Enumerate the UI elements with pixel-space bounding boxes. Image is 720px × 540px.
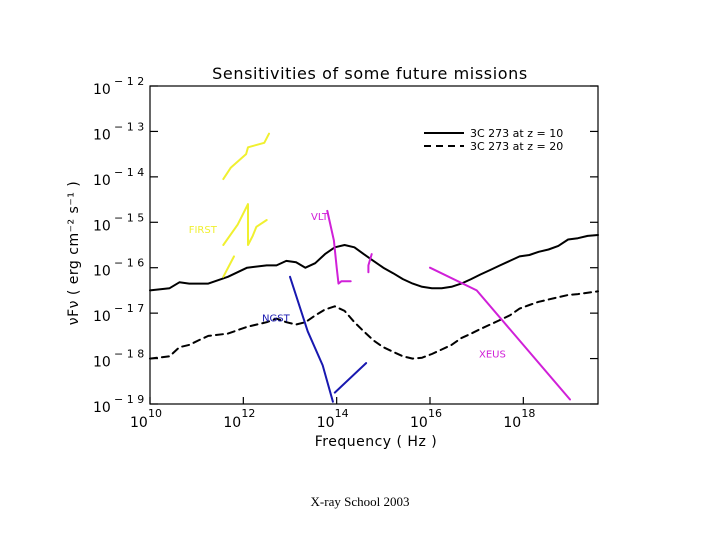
y-tick-label-exponent: − 1 4 <box>114 166 144 179</box>
series-line-vlt <box>326 209 352 285</box>
series-line-first <box>222 255 235 278</box>
x-tick-label: 10 <box>223 415 241 431</box>
y-tick-label: 10 <box>93 400 111 416</box>
y-tick-label: 10 <box>93 173 111 189</box>
y-tick-label-exponent: − 1 9 <box>114 393 144 406</box>
series-line-ngst <box>289 275 334 403</box>
x-tick-label: 10 <box>317 415 335 431</box>
plot-frame <box>149 85 599 405</box>
x-tick-label: 10 <box>410 415 428 431</box>
y-tick-label: 10 <box>93 82 111 98</box>
x-tick-label-exponent: 10 <box>148 407 162 420</box>
y-tick-label: 10 <box>93 127 111 143</box>
x-tick-label-exponent: 14 <box>335 407 349 420</box>
y-tick-label-exponent: − 1 7 <box>114 302 144 315</box>
y-tick-label: 10 <box>93 218 111 234</box>
footer-caption: X-ray School 2003 <box>310 494 410 509</box>
y-axis-label: νFν ( erg cm⁻² s⁻¹ ) <box>66 181 82 326</box>
series-line-first <box>222 203 268 246</box>
y-tick-label-exponent: − 1 2 <box>114 75 144 88</box>
annotation-label: NGST <box>262 313 291 324</box>
legend-label: 3C 273 at z = 10 <box>470 127 563 140</box>
series-line-vlt <box>367 253 373 274</box>
y-tick-label: 10 <box>93 309 111 325</box>
y-tick-label: 10 <box>93 355 111 371</box>
y-tick-label-exponent: − 1 5 <box>114 211 144 224</box>
x-axis-label: Frequency ( Hz ) <box>315 434 437 450</box>
y-tick-label-exponent: − 1 8 <box>114 348 144 361</box>
x-tick-label-exponent: 16 <box>428 407 442 420</box>
series-line-3c-273-at-z-20 <box>149 290 599 360</box>
annotation-label: FIRST <box>189 225 218 236</box>
x-tick-label-exponent: 18 <box>521 407 535 420</box>
y-tick-label-exponent: − 1 3 <box>114 120 144 133</box>
y-tick-label-exponent: − 1 6 <box>114 257 144 270</box>
series-line-ngst <box>333 362 368 394</box>
x-tick-label-exponent: 12 <box>241 407 255 420</box>
x-tick-label: 10 <box>130 415 148 431</box>
legend-label: 3C 273 at z = 20 <box>470 140 563 153</box>
x-tick-label: 10 <box>503 415 521 431</box>
annotation-label: XEUS <box>479 350 506 361</box>
series-line-first <box>222 132 270 181</box>
y-tick-label: 10 <box>93 264 111 280</box>
annotation-label: VLT <box>311 212 329 223</box>
series-line-xeus <box>429 266 571 401</box>
series-line-3c-273-at-z-10 <box>149 234 599 292</box>
chart-title: Sensitivities of some future missions <box>212 64 528 83</box>
